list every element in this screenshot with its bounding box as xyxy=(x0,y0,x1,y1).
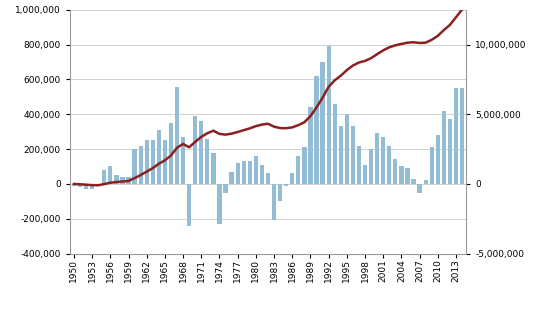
Bar xyxy=(157,130,161,184)
Bar xyxy=(126,177,131,184)
Bar xyxy=(193,116,197,184)
Bar xyxy=(296,156,301,184)
Bar xyxy=(102,170,106,184)
Bar xyxy=(412,179,416,184)
Bar xyxy=(205,138,210,184)
Bar xyxy=(308,107,312,184)
Bar xyxy=(393,160,398,184)
Bar xyxy=(302,147,307,184)
Bar xyxy=(418,184,422,192)
Bar xyxy=(248,161,252,184)
Bar xyxy=(96,184,100,186)
Bar xyxy=(290,174,294,184)
Bar xyxy=(108,166,113,184)
Bar xyxy=(181,137,185,184)
Bar xyxy=(120,177,124,184)
Bar xyxy=(351,126,355,184)
Bar xyxy=(315,76,318,184)
Bar xyxy=(357,146,361,184)
Bar xyxy=(436,135,440,184)
Bar xyxy=(381,137,385,184)
Bar xyxy=(405,168,410,184)
Bar xyxy=(175,87,179,184)
Bar xyxy=(448,120,452,184)
Bar xyxy=(260,165,264,184)
Bar xyxy=(132,149,137,184)
Bar xyxy=(326,46,331,184)
Bar xyxy=(454,88,458,184)
Bar xyxy=(84,184,88,189)
Bar xyxy=(339,126,343,184)
Bar xyxy=(345,114,349,184)
Bar xyxy=(387,146,391,184)
Bar xyxy=(460,88,464,184)
Bar xyxy=(169,123,173,184)
Bar xyxy=(78,184,82,187)
Bar xyxy=(151,140,155,184)
Bar xyxy=(224,184,228,192)
Bar xyxy=(235,163,240,184)
Bar xyxy=(187,184,191,226)
Bar xyxy=(211,152,215,184)
Bar xyxy=(284,184,288,186)
Bar xyxy=(266,174,270,184)
Bar xyxy=(272,184,276,220)
Bar xyxy=(278,184,282,201)
Bar xyxy=(321,62,325,184)
Bar xyxy=(138,146,143,184)
Bar xyxy=(145,140,149,184)
Bar xyxy=(430,147,434,184)
Bar xyxy=(333,104,337,184)
Bar xyxy=(369,149,373,184)
Bar xyxy=(163,140,167,184)
Bar xyxy=(114,175,118,184)
Bar xyxy=(199,121,203,184)
Bar xyxy=(254,156,258,184)
Bar xyxy=(90,184,94,189)
Bar xyxy=(242,161,246,184)
Bar xyxy=(229,172,234,184)
Bar xyxy=(442,111,446,184)
Bar xyxy=(218,184,221,224)
Bar xyxy=(423,180,428,184)
Bar xyxy=(363,165,367,184)
Bar xyxy=(399,166,404,184)
Bar xyxy=(375,133,379,184)
Bar xyxy=(72,184,76,186)
